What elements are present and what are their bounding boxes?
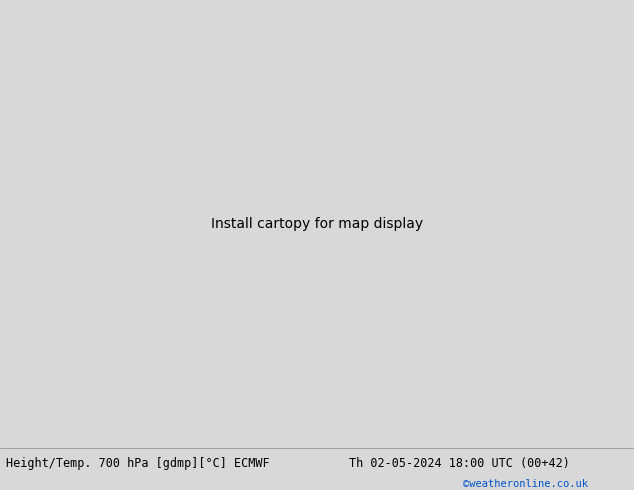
Text: Install cartopy for map display: Install cartopy for map display	[211, 217, 423, 231]
Text: ©weatheronline.co.uk: ©weatheronline.co.uk	[463, 479, 588, 489]
Text: Height/Temp. 700 hPa [gdmp][°C] ECMWF: Height/Temp. 700 hPa [gdmp][°C] ECMWF	[6, 457, 270, 469]
Text: Th 02-05-2024 18:00 UTC (00+42): Th 02-05-2024 18:00 UTC (00+42)	[349, 457, 569, 469]
